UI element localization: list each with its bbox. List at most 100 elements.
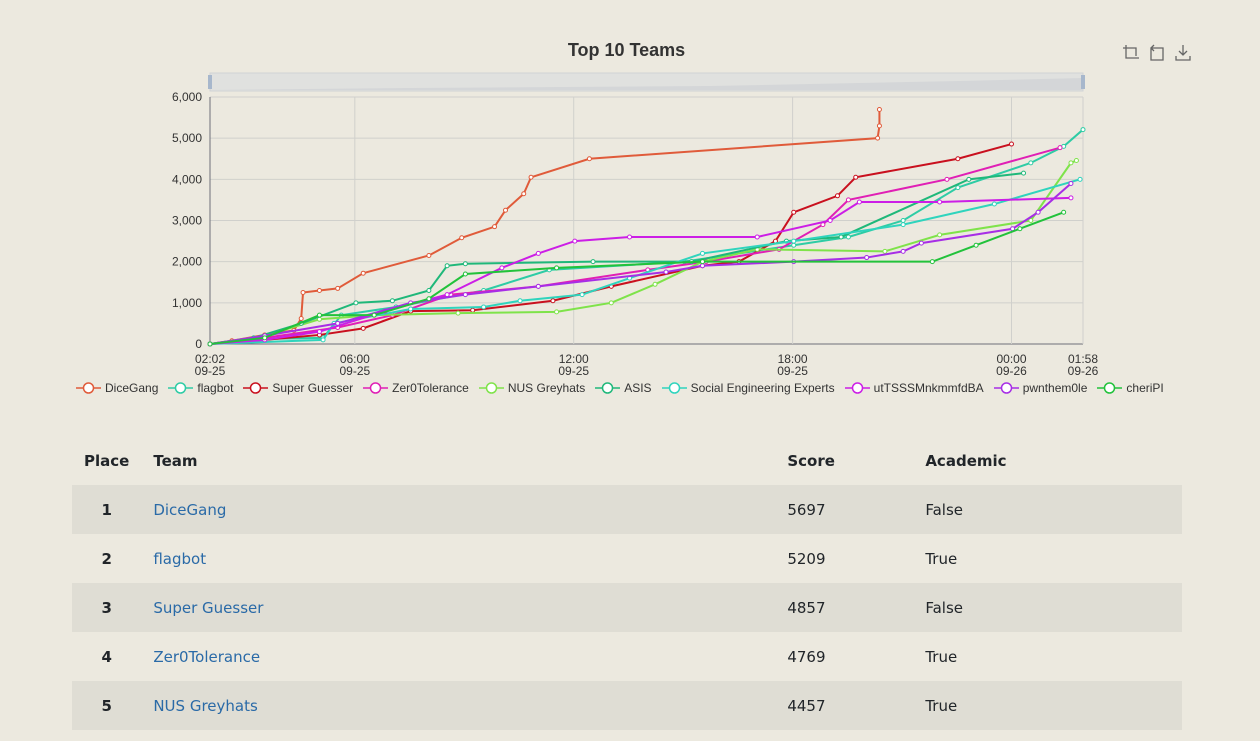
- team-link[interactable]: DiceGang: [153, 500, 227, 519]
- series-point: [966, 176, 972, 182]
- series-point: [845, 234, 851, 240]
- series-point: [663, 269, 669, 275]
- series-point: [316, 329, 322, 335]
- series-point: [944, 176, 950, 182]
- series-point: [262, 335, 268, 341]
- series-point: [845, 197, 851, 203]
- series-point: [929, 259, 935, 265]
- scoreboard-chart: 0 1,000 2,000 3,000 4,000 5,000 6,000 02:02 09-2…: [76, 40, 1192, 395]
- series-point: [937, 232, 943, 238]
- series-point: [1077, 176, 1083, 182]
- series-point: [991, 201, 997, 207]
- series-point: [1068, 180, 1074, 186]
- row-place: 5: [101, 696, 112, 715]
- legend-item[interactable]: DiceGang: [76, 381, 158, 395]
- series-point: [316, 312, 322, 318]
- series-point: [426, 287, 432, 293]
- zoom-slider-handle-left: [208, 75, 212, 89]
- y-tick-label: 0: [195, 337, 202, 351]
- legend-item[interactable]: Super Guesser: [243, 381, 353, 395]
- series-point: [652, 281, 658, 287]
- series-point: [371, 312, 377, 318]
- team-link[interactable]: NUS Greyhats: [153, 696, 258, 715]
- series-point: [1080, 127, 1086, 133]
- table-row: 3 Super Guesser 4857 False: [72, 583, 1182, 632]
- table-row: 5 NUS Greyhats 4457 True: [72, 681, 1182, 730]
- legend-item[interactable]: Zer0Tolerance: [363, 381, 469, 395]
- series-point: [207, 341, 213, 347]
- legend-marker-icon: [993, 382, 1019, 394]
- series-point: [791, 238, 797, 244]
- chart-canvas: 01,0002,0003,0004,0005,0006,00002:0209-2…: [172, 72, 1099, 378]
- series-point: [444, 263, 450, 269]
- legend-item[interactable]: ASIS: [595, 381, 652, 395]
- x-tick-label: 00:00: [996, 352, 1026, 366]
- series-point: [627, 234, 633, 240]
- series-point: [426, 252, 432, 258]
- zoom-slider-handle-right: [1081, 75, 1085, 89]
- series-point: [462, 292, 468, 298]
- legend-item[interactable]: Social Engineering Experts: [661, 381, 835, 395]
- series-point: [579, 292, 585, 298]
- series-point: [535, 283, 541, 289]
- row-team: DiceGang: [141, 485, 775, 534]
- series-point: [856, 199, 862, 205]
- row-score: 5209: [787, 549, 826, 568]
- legend-label: ASIS: [624, 381, 652, 395]
- series-point: [900, 248, 906, 254]
- row-score: 5697: [787, 500, 826, 519]
- series-point: [1057, 145, 1063, 151]
- legend-item[interactable]: cheriPI: [1097, 381, 1164, 395]
- legend-marker-icon: [478, 382, 504, 394]
- legend-item[interactable]: NUS Greyhats: [478, 381, 585, 395]
- series-point: [459, 235, 465, 241]
- team-link[interactable]: Zer0Tolerance: [153, 647, 261, 666]
- x-tick-date: 09-25: [339, 364, 370, 378]
- row-place: 3: [101, 598, 112, 617]
- row-place: 2: [101, 549, 112, 568]
- row-academic: True: [925, 696, 958, 715]
- x-tick-label: 18:00: [778, 352, 808, 366]
- x-tick-label: 02:02: [195, 352, 225, 366]
- zoom-slider-preview: [210, 78, 1083, 90]
- table-row: 4 Zer0Tolerance 4769 True: [72, 632, 1182, 681]
- series-point: [1028, 218, 1034, 223]
- row-score: 4857: [787, 598, 826, 617]
- y-tick-label: 1,000: [172, 296, 202, 310]
- legend-marker-icon: [661, 382, 687, 394]
- series-point: [528, 174, 534, 180]
- series-point: [1035, 209, 1041, 215]
- legend-marker-icon: [243, 382, 269, 394]
- legend-item[interactable]: pwnthem0le: [993, 381, 1087, 395]
- team-link[interactable]: flagbot: [153, 549, 207, 568]
- series-point: [426, 296, 432, 302]
- series-point: [1068, 160, 1074, 166]
- legend-label: Zer0Tolerance: [392, 381, 469, 395]
- series-point: [550, 298, 556, 304]
- series-point: [1028, 160, 1034, 166]
- team-link[interactable]: Super Guesser: [153, 598, 264, 617]
- series-point: [444, 292, 450, 298]
- x-tick-label: 12:00: [559, 352, 589, 366]
- series-point: [586, 156, 592, 162]
- series-point: [470, 307, 476, 313]
- x-tick-label: 01:58: [1068, 352, 1098, 366]
- legend-item[interactable]: utTSSSMnkmmfdBA: [844, 381, 984, 395]
- zoom-icon[interactable]: [1122, 44, 1140, 62]
- series-point: [876, 123, 882, 129]
- legend-item[interactable]: flagbot: [168, 381, 233, 395]
- series-point: [900, 218, 906, 223]
- series-point: [608, 300, 614, 306]
- series-point: [827, 218, 833, 223]
- x-tick-date: 09-26: [996, 364, 1027, 378]
- series-point: [937, 199, 943, 205]
- zoom-reset-icon[interactable]: [1148, 44, 1166, 62]
- legend-label: flagbot: [197, 381, 234, 395]
- download-icon[interactable]: [1174, 44, 1192, 62]
- series-point: [699, 250, 705, 256]
- y-tick-label: 5,000: [172, 131, 202, 145]
- series-line: [209, 211, 1065, 345]
- x-tick-date: 09-25: [195, 364, 226, 378]
- series-point: [1073, 158, 1079, 164]
- row-place: 4: [101, 647, 112, 666]
